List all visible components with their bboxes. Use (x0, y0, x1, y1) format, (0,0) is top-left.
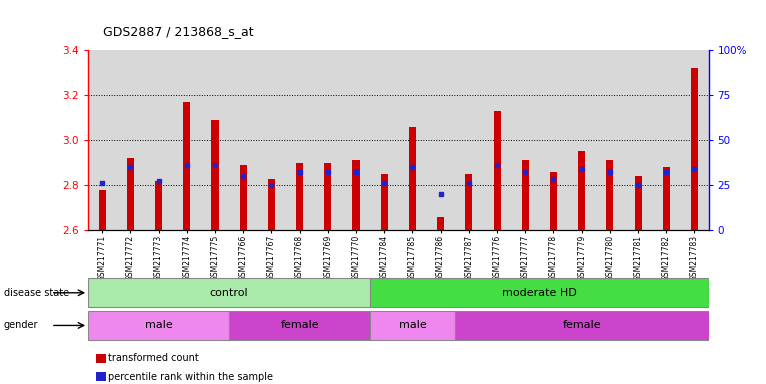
Text: female: female (280, 320, 319, 331)
Bar (370, 311, 455, 340)
Text: female: female (562, 320, 601, 331)
Text: GDS2887 / 213868_s_at: GDS2887 / 213868_s_at (103, 25, 254, 38)
Bar (296, 163, 303, 230)
Bar (88, 50, 116, 230)
Bar (663, 167, 669, 230)
Bar (155, 181, 162, 230)
Bar (257, 50, 286, 230)
Bar (240, 165, 247, 230)
Bar (539, 50, 568, 230)
Bar (680, 50, 709, 230)
Text: disease state: disease state (4, 288, 69, 298)
Bar (634, 176, 642, 230)
Bar (607, 161, 614, 230)
Bar (550, 172, 557, 230)
Bar (229, 311, 370, 340)
Bar (286, 50, 314, 230)
Bar (437, 217, 444, 230)
Bar (493, 111, 500, 230)
Bar (314, 50, 342, 230)
Bar (652, 50, 680, 230)
Bar (145, 50, 172, 230)
Bar (370, 50, 398, 230)
Bar (127, 158, 134, 230)
Bar (229, 50, 257, 230)
Bar (624, 50, 652, 230)
Bar (183, 102, 190, 230)
Bar (116, 50, 145, 230)
Bar (511, 50, 539, 230)
Bar (352, 161, 359, 230)
Bar (409, 127, 416, 230)
Bar (381, 174, 388, 230)
Bar (568, 50, 596, 230)
Bar (455, 50, 483, 230)
Bar (342, 50, 370, 230)
Bar (596, 50, 624, 230)
Text: gender: gender (4, 320, 38, 331)
Bar (268, 179, 275, 230)
Text: male: male (398, 320, 427, 331)
Bar (201, 50, 229, 230)
Text: male: male (145, 320, 172, 331)
Text: transformed count: transformed count (108, 353, 198, 363)
Bar (370, 278, 709, 308)
Bar (99, 190, 106, 230)
Text: percentile rank within the sample: percentile rank within the sample (108, 372, 273, 382)
Text: control: control (210, 288, 248, 298)
Text: moderate HD: moderate HD (502, 288, 577, 298)
Bar (398, 50, 427, 230)
Bar (691, 68, 698, 230)
Bar (88, 278, 370, 308)
Bar (522, 161, 529, 230)
Bar (324, 163, 332, 230)
Bar (211, 120, 218, 230)
Bar (465, 174, 473, 230)
Bar (578, 151, 585, 230)
Bar (455, 311, 709, 340)
Bar (427, 50, 455, 230)
Bar (483, 50, 511, 230)
Bar (172, 50, 201, 230)
Bar (88, 311, 229, 340)
